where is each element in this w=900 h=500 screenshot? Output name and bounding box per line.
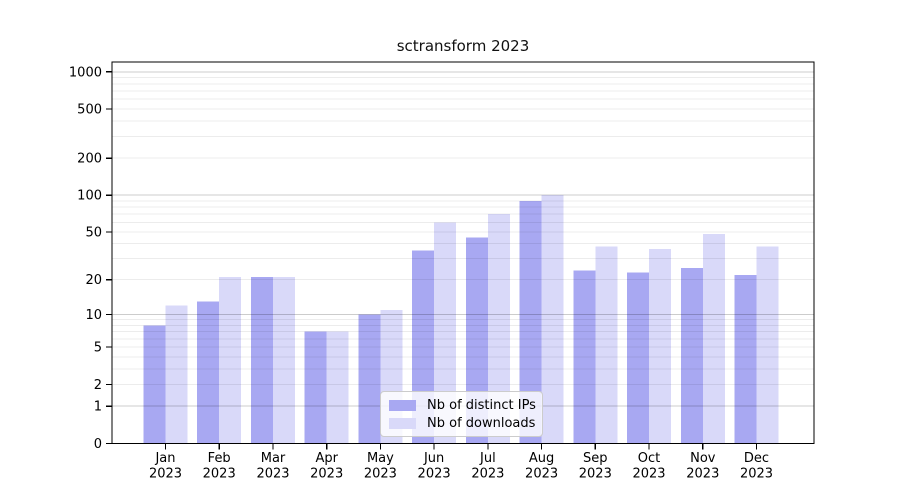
y-tick-label: 1000	[69, 65, 102, 80]
x-tick-label: Nov 2023	[686, 451, 719, 482]
bar	[702, 234, 725, 444]
x-tick-label: May 2023	[364, 451, 397, 482]
bar	[541, 195, 564, 444]
bar	[219, 277, 242, 444]
y-tick-label: 0	[94, 437, 102, 452]
x-tick-label: Jan 2023	[149, 451, 182, 482]
legend-label-distinct-ips: Nb of distinct IPs	[427, 397, 536, 413]
bar	[573, 270, 596, 444]
bar	[649, 249, 671, 444]
bar	[273, 277, 295, 444]
y-tick-label: 100	[77, 189, 102, 204]
y-tick-label: 50	[85, 226, 102, 241]
legend-row-downloads: Nb of downloads	[389, 414, 536, 432]
bar	[143, 325, 166, 444]
bar	[197, 301, 220, 444]
x-tick-label: Feb 2023	[203, 451, 236, 482]
bar	[595, 246, 618, 444]
bar	[680, 268, 703, 444]
y-tick-label: 5	[94, 341, 102, 356]
bar	[487, 214, 510, 444]
x-tick-label: Aug 2023	[525, 451, 558, 482]
bar	[304, 331, 327, 444]
y-tick-label: 1	[94, 400, 102, 415]
chart-title: sctransform 2023	[396, 37, 530, 55]
x-tick-label: Sep 2023	[579, 451, 612, 482]
bar	[734, 274, 757, 444]
x-tick-label: Dec 2023	[740, 451, 773, 482]
bar	[251, 277, 273, 444]
y-tick-label: 20	[85, 273, 102, 288]
bar	[358, 314, 381, 444]
axes-box	[111, 61, 815, 445]
y-tick-label: 200	[77, 152, 102, 167]
x-tick-label: Mar 2023	[256, 451, 289, 482]
y-tick-label: 2	[94, 378, 102, 393]
bar	[519, 200, 542, 444]
legend-row-distinct-ips: Nb of distinct IPs	[389, 396, 536, 414]
bar	[326, 331, 349, 444]
legend-swatch-downloads	[389, 417, 416, 429]
bar	[627, 272, 649, 444]
y-tick-label: 10	[85, 308, 102, 323]
bar	[165, 305, 188, 444]
x-tick-label: Jul 2023	[471, 451, 504, 482]
legend-label-downloads: Nb of downloads	[427, 415, 536, 431]
legend: Nb of distinct IPs Nb of downloads	[380, 391, 543, 437]
x-tick-label: Oct 2023	[632, 451, 665, 482]
bar	[756, 246, 779, 444]
x-tick-label: Apr 2023	[310, 451, 343, 482]
legend-swatch-distinct-ips	[389, 399, 416, 411]
bar	[434, 222, 457, 444]
x-tick-label: Jun 2023	[418, 451, 451, 482]
y-tick-label: 500	[77, 103, 102, 118]
